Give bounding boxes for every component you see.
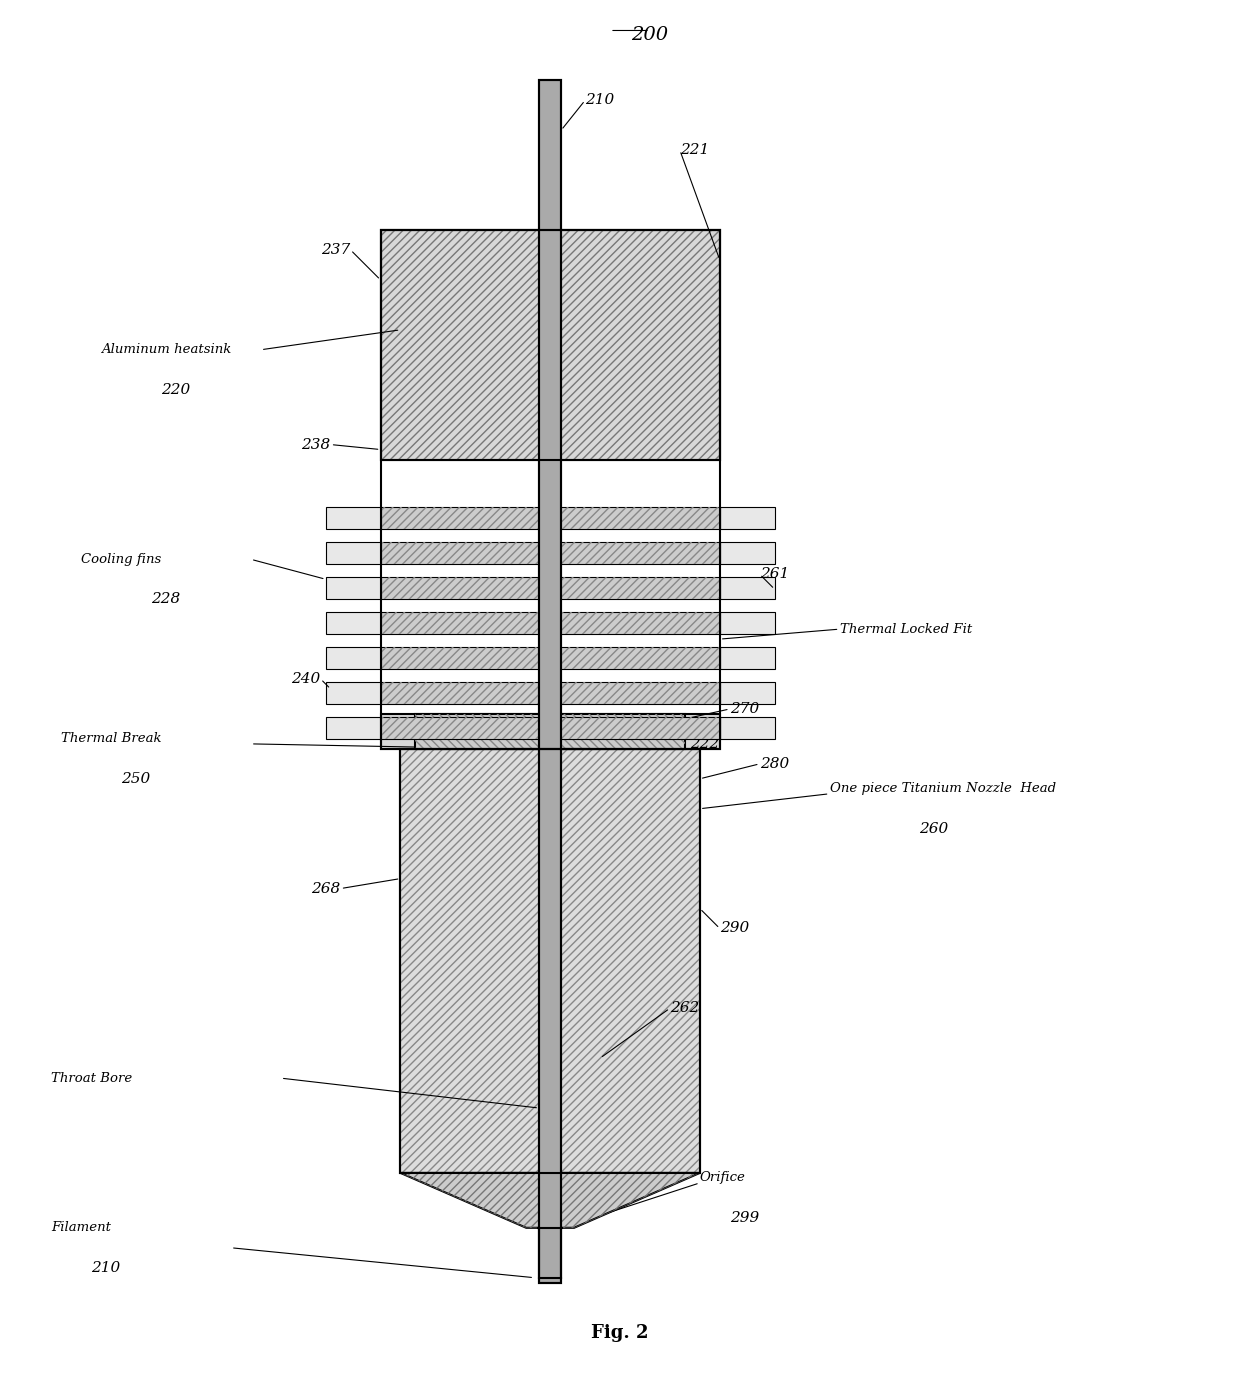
Polygon shape	[401, 1174, 699, 1227]
Bar	[401, 749, 699, 1174]
Text: 210: 210	[585, 94, 614, 108]
Text: 290: 290	[719, 921, 749, 935]
Text: 222: 222	[689, 736, 719, 752]
Text: 221: 221	[680, 143, 709, 157]
Bar	[326, 507, 381, 530]
Bar	[381, 612, 719, 634]
Text: Cooling fins: Cooling fins	[81, 553, 161, 565]
Bar	[719, 612, 775, 634]
Text: 268: 268	[311, 881, 341, 895]
Text: 228: 228	[151, 592, 180, 607]
Bar	[719, 507, 775, 530]
Bar	[326, 578, 381, 600]
Bar	[381, 507, 719, 530]
Bar	[381, 230, 719, 749]
Bar	[381, 230, 719, 459]
Text: Fig. 2: Fig. 2	[591, 1324, 649, 1342]
Bar	[539, 80, 562, 1282]
Bar	[381, 717, 719, 739]
Bar	[381, 230, 719, 459]
Text: One piece Titanium Nozzle  Head: One piece Titanium Nozzle Head	[830, 782, 1055, 796]
Bar	[326, 717, 381, 739]
Text: Aluminum heatsink: Aluminum heatsink	[102, 343, 232, 356]
Text: 262: 262	[670, 1001, 699, 1015]
Bar	[539, 80, 562, 1282]
Bar	[381, 578, 719, 600]
Bar	[381, 647, 719, 669]
Bar	[381, 542, 719, 564]
Text: 261: 261	[760, 567, 789, 582]
Bar	[381, 683, 719, 703]
Text: 237: 237	[321, 243, 351, 256]
Bar	[381, 230, 719, 459]
Text: 270: 270	[730, 702, 759, 716]
Bar	[719, 647, 775, 669]
Bar	[719, 717, 775, 739]
Bar	[401, 749, 699, 1174]
Bar	[326, 542, 381, 564]
Text: Thermal Locked Fit: Thermal Locked Fit	[839, 623, 972, 636]
Text: 238: 238	[301, 437, 331, 451]
Bar	[381, 647, 719, 669]
Bar	[326, 683, 381, 703]
Text: 200: 200	[631, 26, 668, 44]
Text: Thermal Break: Thermal Break	[61, 732, 161, 746]
Bar	[326, 612, 381, 634]
Bar	[381, 578, 719, 600]
Text: 210: 210	[92, 1260, 120, 1274]
Bar	[326, 647, 381, 669]
Bar	[381, 542, 719, 564]
Bar	[381, 612, 719, 634]
Text: 240: 240	[291, 672, 321, 685]
Bar	[719, 683, 775, 703]
Text: Orifice: Orifice	[699, 1171, 745, 1185]
Text: Filament: Filament	[51, 1222, 112, 1234]
Bar	[381, 717, 719, 739]
Text: 280: 280	[760, 757, 789, 771]
Text: 220: 220	[161, 383, 190, 397]
Text: 299: 299	[730, 1211, 759, 1225]
Bar	[381, 714, 719, 749]
Bar	[719, 578, 775, 600]
Text: Throat Bore: Throat Bore	[51, 1071, 133, 1085]
Text: 250: 250	[122, 772, 150, 786]
Text: 260: 260	[919, 822, 949, 836]
Bar	[401, 749, 699, 1174]
Bar	[381, 683, 719, 703]
Bar	[415, 714, 684, 749]
Bar	[415, 714, 684, 749]
Bar	[719, 542, 775, 564]
Bar	[381, 507, 719, 530]
